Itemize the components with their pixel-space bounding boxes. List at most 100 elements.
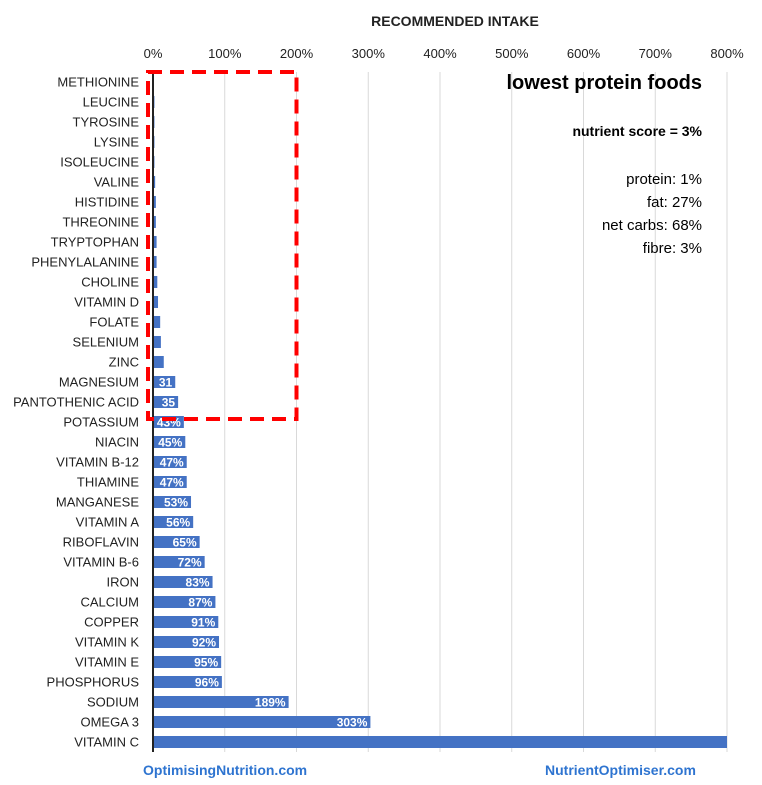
bar-thiamine [153, 476, 187, 488]
chart-title: RECOMMENDED INTAKE [371, 13, 539, 29]
bar-phenylalanine [153, 256, 157, 268]
data-label-vitamin-k: 92% [192, 636, 216, 650]
bar-riboflavin [153, 536, 200, 548]
category-label-folate: FOLATE [89, 315, 139, 330]
bar-threonine [153, 216, 156, 228]
macro-net-carbs: net carbs: 68% [602, 217, 702, 234]
x-tick-label: 100% [208, 46, 242, 61]
bars [153, 76, 727, 748]
category-label-magnesium: MAGNESIUM [59, 375, 139, 390]
bar-magnesium [153, 376, 176, 388]
category-label-isoleucine: ISOLEUCINE [60, 155, 139, 170]
bar-niacin [153, 436, 186, 448]
x-tick-label: 700% [639, 46, 673, 61]
bar-choline [153, 276, 158, 288]
data-label-omega-3: 303% [337, 716, 368, 730]
annotation-block: lowest protein foods nutrient score = 3%… [506, 72, 702, 257]
category-label-valine: VALINE [94, 175, 140, 190]
category-label-choline: CHOLINE [81, 275, 139, 290]
bar-folate [153, 316, 161, 328]
category-label-iron: IRON [107, 575, 140, 590]
category-label-sodium: SODIUM [87, 695, 139, 710]
bar-vitamin-d [153, 296, 159, 308]
bar-vitamin-b-12 [153, 456, 187, 468]
bar-tryptophan [153, 236, 157, 248]
data-label-pantothenic-acid: 35 [162, 396, 176, 410]
data-label-copper: 91% [191, 616, 215, 630]
data-labels: 313543%45%47%47%53%56%65%72%83%87%91%92%… [157, 376, 368, 730]
category-label-riboflavin: RIBOFLAVIN [63, 535, 139, 550]
category-label-thiamine: THIAMINE [77, 475, 139, 490]
data-label-calcium: 87% [188, 596, 212, 610]
bar-phosphorus [153, 676, 222, 688]
x-tick-labels: 0% 100% 200% 300% 400% 500% 600% 700% 800% [144, 46, 744, 61]
data-label-riboflavin: 65% [173, 536, 197, 550]
category-label-niacin: NIACIN [95, 435, 139, 450]
data-label-vitamin-a: 56% [166, 516, 190, 530]
category-label-vitamin-c: VITAMIN C [74, 735, 139, 750]
bar-valine [153, 176, 156, 188]
category-label-leucine: LEUCINE [83, 95, 140, 110]
data-label-magnesium: 31 [159, 376, 173, 390]
category-label-omega-3: OMEGA 3 [80, 715, 139, 730]
category-label-threonine: THREONINE [62, 215, 139, 230]
category-labels: METHIONINE LEUCINE TYROSINE LYSINE ISOLEUCIN… [13, 75, 139, 750]
x-tick-label: 400% [423, 46, 457, 61]
footer-link-nutrient-optimiser[interactable]: NutrientOptimiser.com [545, 762, 696, 778]
category-label-vitamin-e: VITAMIN E [75, 655, 139, 670]
x-tick-label: 200% [280, 46, 314, 61]
bar-vitamin-e [153, 656, 222, 668]
category-label-selenium: SELENIUM [73, 335, 139, 350]
bar-calcium [153, 596, 216, 608]
data-label-vitamin-e: 95% [194, 656, 218, 670]
x-tick-label: 300% [352, 46, 386, 61]
bar-histidine [153, 196, 156, 208]
category-label-pantothenic-acid: PANTOTHENIC ACID [13, 395, 139, 410]
macro-fat: fat: 27% [647, 194, 702, 211]
bar-vitamin-a [153, 516, 194, 528]
category-label-histidine: HISTIDINE [75, 195, 140, 210]
category-label-vitamin-d: VITAMIN D [74, 295, 139, 310]
bar-selenium [153, 336, 161, 348]
data-label-phosphorus: 96% [195, 676, 219, 690]
low-intake-highlight-box [146, 70, 299, 421]
bar-vitamin-b-6 [153, 556, 205, 568]
nutrient-bar-chart: RECOMMENDED INTAKE 0% 100% 200% 300% 400% 500… [13, 13, 744, 752]
macro-protein: protein: 1% [626, 171, 702, 188]
data-label-sodium: 189% [255, 696, 286, 710]
bar-sodium [153, 696, 289, 708]
category-label-vitamin-b-12: VITAMIN B-12 [56, 455, 139, 470]
data-label-niacin: 45% [158, 436, 182, 450]
category-label-copper: COPPER [84, 615, 139, 630]
category-label-phenylalanine: PHENYLALANINE [31, 255, 139, 270]
x-tick-label: 500% [495, 46, 529, 61]
x-tick-label: 0% [144, 46, 163, 61]
bar-vitamin-c [153, 736, 727, 748]
gridlines [224, 72, 728, 752]
bar-omega-3 [153, 716, 371, 728]
category-label-vitamin-b-6: VITAMIN B-6 [63, 555, 139, 570]
data-label-vitamin-b-12: 47% [160, 456, 184, 470]
bar-iron [153, 576, 213, 588]
category-label-methionine: METHIONINE [57, 75, 139, 90]
category-label-phosphorus: PHOSPHORUS [47, 675, 140, 690]
data-label-manganese: 53% [164, 496, 188, 510]
category-label-vitamin-k: VITAMIN K [75, 635, 139, 650]
data-label-iron: 83% [186, 576, 210, 590]
x-tick-label: 600% [567, 46, 601, 61]
category-label-lysine: LYSINE [94, 135, 140, 150]
category-label-manganese: MANGANESE [56, 495, 139, 510]
data-label-thiamine: 47% [160, 476, 184, 490]
bar-manganese [153, 496, 192, 508]
category-label-zinc: ZINC [109, 355, 139, 370]
category-label-potassium: POTASSIUM [63, 415, 139, 430]
category-label-tyrosine: TYROSINE [73, 115, 140, 130]
bar-pantothenic-acid [153, 396, 179, 408]
macro-fibre: fibre: 3% [643, 240, 702, 257]
nutrient-score: nutrient score = 3% [572, 123, 702, 139]
bar-potassium [153, 416, 184, 428]
footer-link-optimising-nutrition[interactable]: OptimisingNutrition.com [143, 762, 308, 778]
bar-copper [153, 616, 219, 628]
bar-vitamin-k [153, 636, 220, 648]
annotation-title: lowest protein foods [506, 72, 702, 94]
